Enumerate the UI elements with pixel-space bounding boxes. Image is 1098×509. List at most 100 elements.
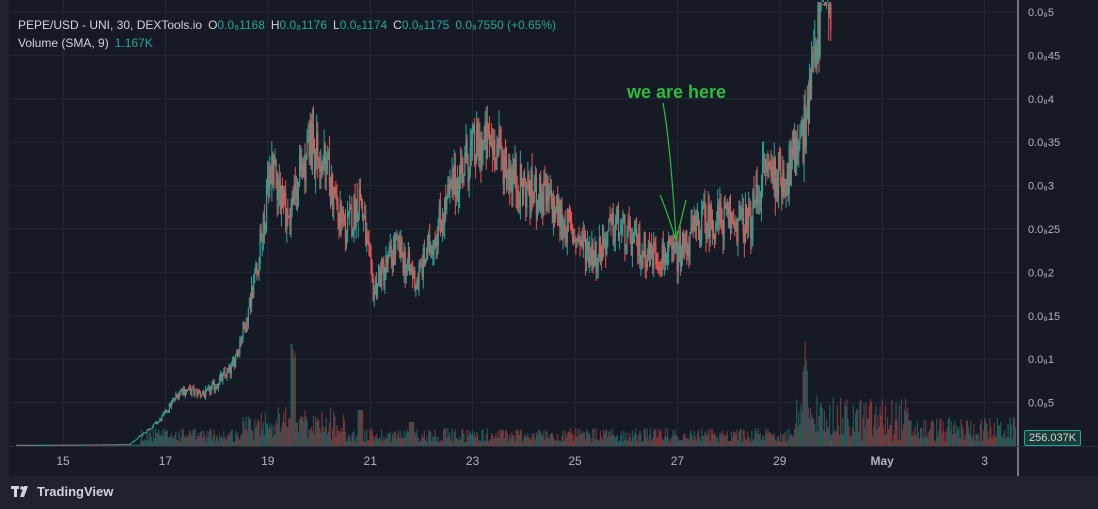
chart-area[interactable]: [9, 0, 1098, 476]
candle-body: [136, 438, 139, 440]
volume-bar: [844, 401, 846, 446]
candle-body: [751, 230, 753, 239]
volume-bar: [681, 439, 684, 446]
candle-body: [468, 174, 470, 183]
candle-body: [594, 242, 596, 256]
candle-body: [599, 237, 601, 257]
candle-body: [418, 264, 420, 284]
volume-bar: [593, 428, 595, 446]
volume-bar: [624, 439, 626, 446]
volume-bar: [352, 431, 354, 446]
volume-bar: [730, 431, 733, 446]
volume-bar: [748, 436, 750, 446]
candle-body: [503, 157, 505, 185]
candle-body: [87, 444, 89, 446]
volume-bar: [263, 435, 265, 446]
volume-bar: [214, 441, 216, 446]
volume-bar: [260, 412, 262, 446]
candle-body: [617, 210, 620, 236]
candle-body: [586, 241, 589, 248]
volume-bar: [992, 434, 994, 446]
volume-bar: [1002, 438, 1004, 446]
volume-bar: [508, 441, 510, 446]
candle-body: [355, 199, 357, 228]
candle-body: [581, 240, 583, 248]
volume-bar: [897, 439, 899, 446]
candle-body: [790, 156, 792, 185]
volume-bar: [129, 444, 131, 446]
candle-body: [661, 243, 663, 270]
candle-body: [452, 174, 454, 195]
candle-body: [457, 191, 460, 198]
volume-bar: [211, 439, 213, 446]
volume-bar: [719, 432, 721, 446]
volume-bar: [355, 437, 357, 446]
volume-bar: [338, 431, 340, 446]
volume-bar: [920, 427, 922, 446]
volume-bar: [322, 426, 324, 446]
candle-body: [527, 175, 529, 190]
tradingview-logo[interactable]: TradingView: [11, 484, 113, 499]
volume-bar: [759, 432, 761, 446]
volume-bar: [658, 428, 660, 446]
candle-body: [293, 183, 295, 205]
volume-bar: [625, 432, 627, 446]
candle-body: [521, 186, 524, 197]
volume-bar: [551, 433, 553, 446]
volume-bars: [16, 342, 1017, 446]
candle-body: [286, 209, 288, 230]
candle-body: [68, 444, 70, 446]
volume-bar: [418, 441, 420, 446]
candle-body: [34, 445, 36, 446]
candle-body: [709, 205, 711, 238]
volume-bar: [949, 430, 952, 446]
volume-bar: [720, 434, 722, 446]
volume-bar: [750, 441, 752, 446]
volume-bar: [894, 420, 896, 446]
volume-bar: [647, 440, 649, 446]
candle-body: [154, 421, 157, 424]
candle-body: [486, 123, 488, 159]
candle-body: [663, 254, 665, 264]
volume-bar: [698, 436, 701, 446]
candle-body: [489, 141, 492, 145]
candle-body: [755, 183, 757, 203]
candle-body: [545, 185, 547, 205]
candle-body: [592, 243, 594, 268]
candle-body: [240, 341, 242, 343]
volume-bar: [375, 433, 377, 446]
candle-body: [466, 141, 468, 164]
volume-bar: [725, 435, 727, 446]
volume-bar: [766, 433, 768, 446]
candle-body: [46, 444, 48, 446]
volume-bar: [118, 444, 120, 446]
volume-bar: [519, 430, 521, 446]
volume-bar: [682, 434, 685, 446]
volume-bar: [685, 437, 687, 446]
volume-bar: [403, 431, 405, 446]
volume-bar: [441, 441, 444, 446]
candle-body: [364, 216, 366, 217]
volume-bar: [792, 436, 795, 446]
candle-body: [580, 240, 582, 246]
candle-body: [285, 192, 287, 230]
y-tick-label: 0.0₈35: [1028, 137, 1060, 149]
volume-bar: [109, 444, 111, 446]
volume-bar: [808, 418, 811, 446]
candle-body: [797, 138, 799, 155]
volume-bar: [500, 431, 502, 446]
candle-body: [533, 191, 535, 204]
volume-bar: [1012, 417, 1014, 446]
open-value: 0.0₈1168: [217, 18, 265, 32]
candle-body: [271, 153, 273, 184]
volume-bar: [600, 436, 603, 446]
volume-bar: [528, 437, 530, 446]
candle-body: [650, 244, 653, 252]
volume-bar: [627, 440, 629, 446]
volume-bar: [350, 441, 352, 446]
annotation-text: we are here: [627, 82, 727, 102]
volume-bar: [218, 433, 221, 446]
volume-bar: [780, 433, 782, 446]
volume-bar: [449, 432, 451, 446]
